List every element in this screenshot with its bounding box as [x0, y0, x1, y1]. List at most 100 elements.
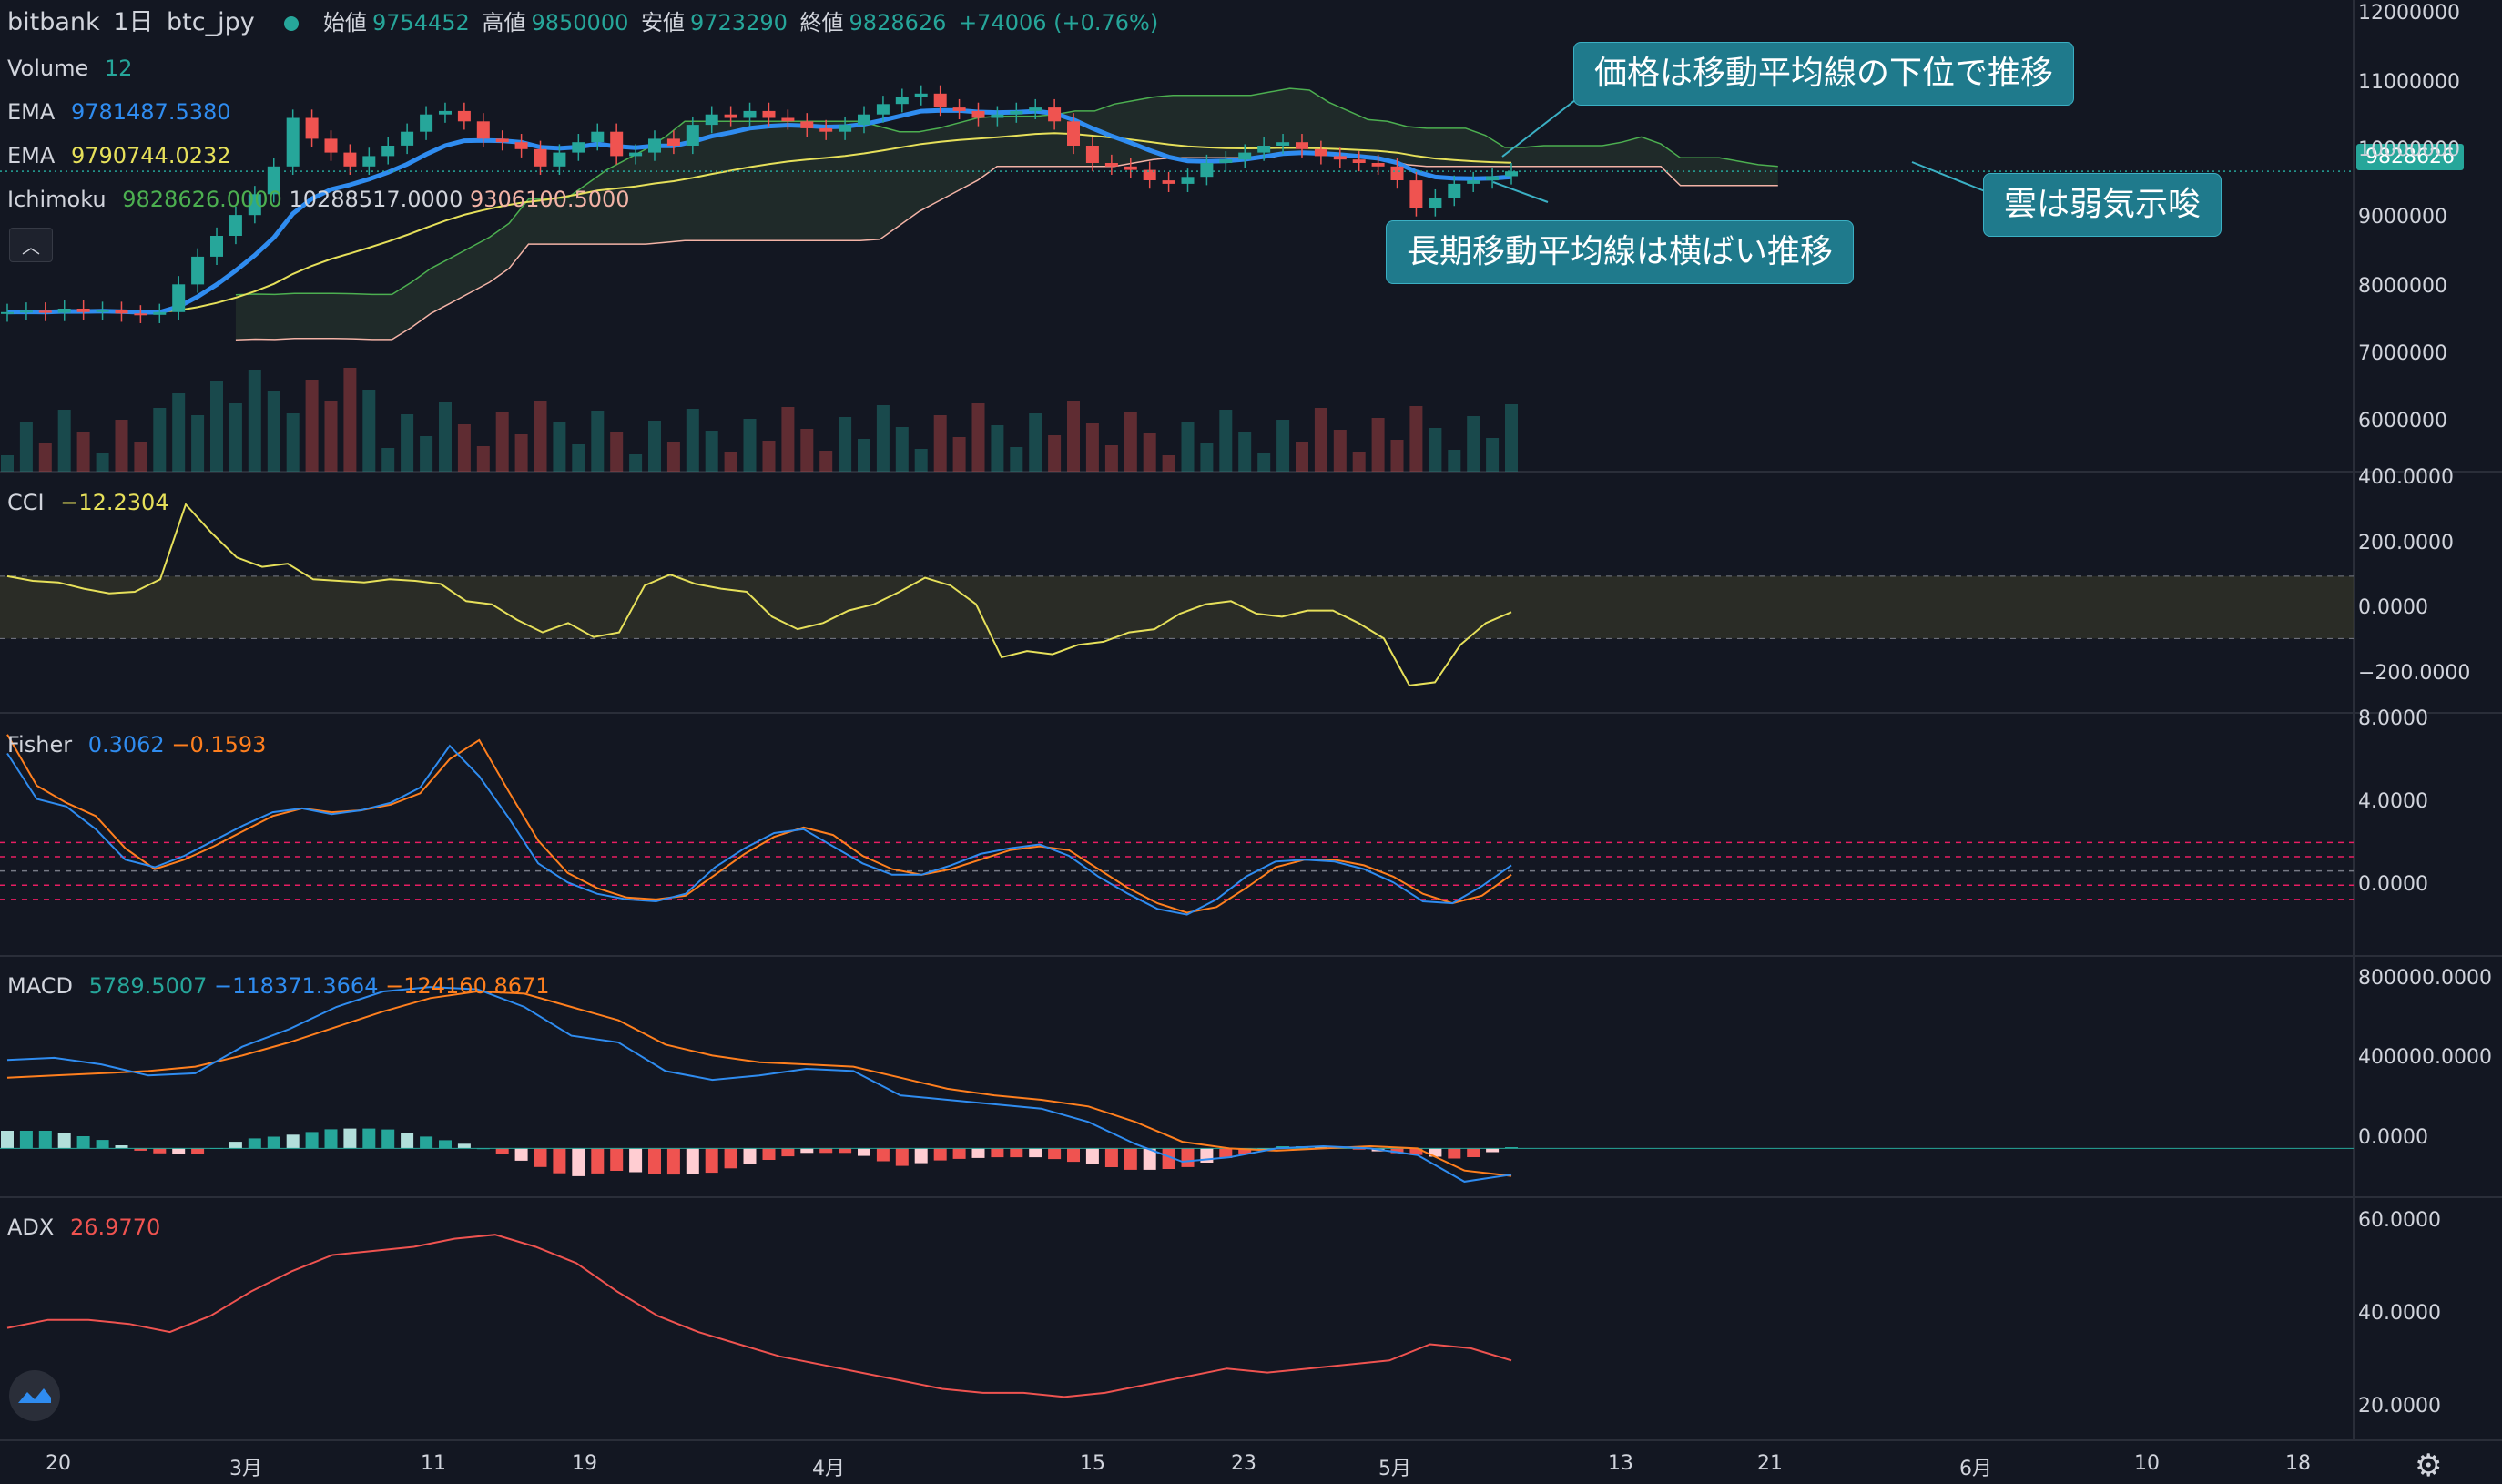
candle-body [1085, 146, 1099, 163]
candle-body [401, 131, 414, 146]
macd-histogram-bar [952, 1148, 966, 1159]
adx-axis-tick: 60.0000 [2358, 1209, 2441, 1232]
candle-body [476, 121, 490, 139]
volume-bar [1390, 440, 1404, 472]
volume-bar [686, 409, 699, 472]
collapse-legend-button[interactable]: ︿ [9, 228, 53, 262]
cci-legend[interactable]: CCI −12.2304 [7, 489, 169, 516]
chevron-up-icon: ︿ [22, 235, 40, 258]
candle-body [76, 309, 90, 312]
low-label: 安値 [641, 10, 685, 36]
candle-body [1067, 121, 1080, 146]
volume-bar [1352, 452, 1366, 472]
macd-histogram-bar [229, 1142, 242, 1149]
volume-bar [115, 420, 128, 472]
volume-bar [76, 432, 90, 472]
candle-body [210, 236, 223, 257]
ichimoku-legend[interactable]: Ichimoku 9828626.0000 10288517.0000 9306… [7, 186, 630, 213]
volume-bar [1143, 433, 1156, 472]
cci-value: −12.2304 [60, 490, 169, 515]
candle-body [343, 152, 357, 167]
macd-histogram-bar [1314, 1146, 1327, 1149]
volume-bar [876, 405, 890, 472]
volume-bar [267, 391, 280, 472]
macd-histogram-bar [1162, 1148, 1175, 1169]
macd-histogram-bar [1505, 1147, 1518, 1149]
macd-histogram-bar [1085, 1148, 1099, 1164]
candle-body [762, 110, 776, 118]
time-axis-tick: 10 [2134, 1452, 2160, 1475]
macd-legend[interactable]: MACD 5789.5007 −118371.3664 −124160.8671 [7, 972, 550, 1000]
volume-bar [1276, 420, 1290, 472]
candle-body [534, 148, 547, 167]
candle-body [1257, 146, 1271, 153]
change-value: +74006 (+0.76%) [959, 10, 1159, 36]
macd-histogram-bar [800, 1148, 814, 1154]
candle-body [724, 114, 737, 118]
interval-label[interactable]: 1日 [113, 8, 154, 36]
macd-histogram-bar [76, 1136, 90, 1149]
time-axis-tick: 20 [46, 1452, 71, 1475]
macd-histogram-bar [914, 1148, 928, 1164]
symbol-label[interactable]: btc_jpy [167, 8, 255, 36]
volume-bar [362, 390, 376, 472]
macd-histogram-bar [134, 1148, 147, 1151]
volume-bar [19, 422, 33, 472]
macd-histogram-bar [839, 1148, 852, 1154]
macd-histogram-bar [381, 1129, 395, 1149]
volume-bar [1219, 410, 1233, 472]
candle-body [648, 138, 661, 153]
fisher-axis-tick: 0.0000 [2358, 873, 2428, 896]
volume-bar [762, 441, 776, 472]
volume-bar [210, 381, 223, 472]
ema-slow-label: EMA [7, 143, 56, 168]
candle-body [96, 310, 109, 312]
macd-axis-tick: 0.0000 [2358, 1126, 2428, 1149]
macd-histogram-bar [895, 1148, 909, 1166]
volume-bar [839, 417, 852, 472]
macd-histogram-bar [572, 1148, 585, 1176]
cci-axis-tick: 0.0000 [2358, 596, 2428, 619]
ema-fast-label: EMA [7, 99, 56, 125]
macd-histogram-bar [362, 1128, 376, 1149]
cci-line [6, 503, 1512, 686]
macd-histogram-bar [172, 1148, 186, 1154]
volume-bar [1181, 422, 1195, 472]
annotation-cloud-bearish[interactable]: 雲は弱気示唆 [1983, 173, 2222, 237]
ema-slow-legend[interactable]: EMA 9790744.0232 [7, 142, 231, 169]
macd-histogram-bar [1029, 1148, 1042, 1158]
tradingview-logo-button[interactable] [9, 1370, 60, 1421]
annotation-price-below-ma[interactable]: 価格は移動平均線の下位で推移 [1573, 42, 2075, 106]
volume-bar [1162, 455, 1175, 472]
volume-bar [1067, 401, 1080, 472]
candle-body [191, 256, 205, 285]
gear-icon[interactable]: ⚙ [2415, 1448, 2443, 1484]
macd-histogram-bar [1104, 1148, 1118, 1167]
macd-histogram-bar [1010, 1148, 1023, 1158]
volume-bar [610, 432, 624, 472]
adx-legend[interactable]: ADX 26.9770 [7, 1214, 160, 1241]
fisher-value-2: −0.1593 [171, 732, 267, 757]
fisher-axis-tick: 4.0000 [2358, 790, 2428, 813]
close-value: 9828626 [849, 10, 947, 36]
volume-bar [1429, 428, 1442, 472]
candle-body [1276, 142, 1290, 146]
ema-fast-legend[interactable]: EMA 9781487.5380 [7, 98, 231, 126]
candle-body [439, 110, 452, 115]
volume-bar [1, 455, 14, 472]
volume-bar [1467, 416, 1480, 472]
volume-bar [914, 449, 928, 472]
candle-body [971, 110, 985, 118]
candle-body [381, 146, 395, 157]
candle-body [705, 114, 718, 126]
macd-histogram-bar [781, 1148, 795, 1157]
volume-bar [971, 403, 985, 472]
annotation-long-ma-flat[interactable]: 長期移動平均線は横ばい推移 [1386, 220, 1855, 284]
fisher-legend[interactable]: Fisher 0.3062 −0.1593 [7, 731, 266, 758]
ichimoku-value-2: 10288517.0000 [289, 187, 463, 212]
candle-body [19, 310, 33, 313]
high-value: 9850000 [531, 10, 629, 36]
volume-legend[interactable]: Volume 12 [7, 55, 132, 82]
volume-bar [666, 442, 680, 472]
